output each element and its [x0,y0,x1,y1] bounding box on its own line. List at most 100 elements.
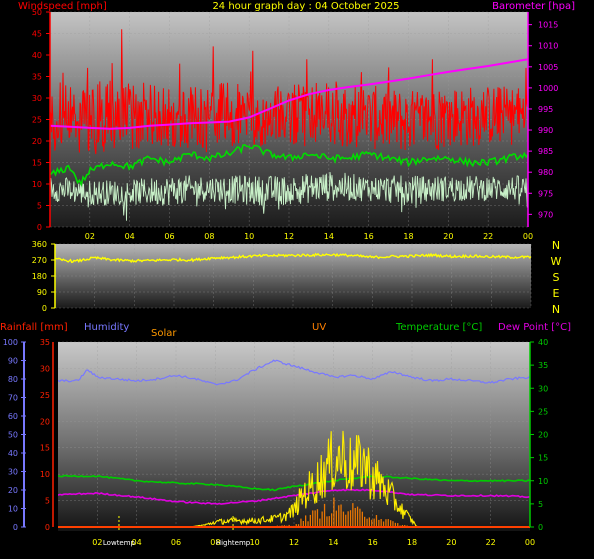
uv-bar [394,522,396,527]
uv-bar [368,517,370,527]
compass-label: E [553,287,560,300]
barometer-tick-label: 970 [538,210,553,219]
chart-title: 24 hour graph day : 04 October 2025 [212,1,399,12]
humidity-tick-label: 30 [8,468,18,477]
uv-bar [316,509,319,527]
barometer-tick-label: 1015 [538,21,558,30]
temp-marker-label: Lowtemp [103,539,136,547]
windspeed-tick-label: 40 [32,51,42,60]
uv-bar [305,515,307,527]
uv-bar [312,510,314,527]
humidity-tick-label: 80 [8,375,18,384]
uv-bar [295,524,297,527]
direction-tick-label: 0 [42,304,47,313]
uv-legend-label: UV [312,322,326,333]
direction-tick-label: 90 [37,288,47,297]
barometer-tick-label: 990 [538,126,553,135]
windspeed-tick-label: 5 [37,202,42,211]
temperature-tick-label: 10 [538,477,548,486]
uv-bar [321,511,323,527]
windspeed-avg-line [50,144,528,188]
temperature-tick-label: 5 [538,500,543,509]
humidity-tick-label: 60 [8,412,18,421]
uv-bar [364,516,366,527]
humidity-tick-label: 50 [8,431,18,440]
uv-bar [345,514,347,527]
lower-hour-label: 16 [368,538,378,547]
direction-tick-label: 270 [32,256,47,265]
solar-legend-label: Solar [151,328,177,339]
humidity-tick-label: 20 [8,486,18,495]
temperature-tick-label: 25 [538,407,548,416]
temperature-tick-label: 40 [538,338,548,347]
uv-bar [366,518,368,527]
uv-bar [340,504,342,527]
uv-bar [378,519,380,527]
uv-bar [392,521,394,527]
windspeed-tick-label: 30 [32,94,42,103]
uv-bar [323,503,326,527]
rainfall-tick-label: 10 [40,470,50,479]
wind-hour-label: 00 [523,232,533,241]
wind-gust-line [50,29,528,155]
barometer-tick-label: 995 [538,105,553,114]
uv-bar [371,519,373,527]
windspeed-tick-label: 50 [32,8,42,17]
wind-hour-label: 02 [85,232,95,241]
temperature-tick-label: 30 [538,384,548,393]
barometer-tick-label: 1000 [538,84,558,93]
uv-bar [342,511,345,527]
wind-hour-label: 10 [244,232,254,241]
wind-hour-label: 22 [483,232,493,241]
uv-bar [307,521,309,527]
wind-direction-line [55,252,531,264]
uv-bar [375,515,378,527]
compass-label: N [552,239,560,252]
barometer-axis-label: Barometer [hpa] [492,1,575,12]
barometer-tick-label: 980 [538,168,553,177]
uv-bar [328,516,330,527]
uv-bar [373,518,375,527]
uv-bar [338,505,340,527]
lower-hour-label: 12 [289,538,299,547]
humidity-legend-label: Humidity [84,322,129,333]
uv-bar [361,511,363,527]
uv-bar [359,508,361,527]
humidity-tick-label: 0 [13,523,18,532]
humidity-line [58,359,530,386]
temperature-tick-label: 35 [538,361,548,370]
windspeed-tick-label: 15 [32,159,42,168]
uv-bar [356,506,359,527]
barometer-tick-label: 1005 [538,63,558,72]
rainfall-tick-label: 0 [45,523,50,532]
temperature-tick-label: 20 [538,431,548,440]
rainfall-legend-label: Rainfall [mm] [0,322,68,333]
temperature-legend-label: Temperature [°C] [395,322,482,333]
wind-hour-label: 18 [403,232,413,241]
uv-bar [385,519,387,527]
humidity-tick-label: 100 [3,338,18,347]
barometer-line [50,58,528,130]
wind-hour-label: 06 [164,232,174,241]
uv-bar [397,523,399,527]
temp-marker-label: Hightemp [216,539,251,547]
uv-bar [380,519,382,527]
direction-tick-label: 360 [32,240,47,249]
dew-point-line [58,488,530,505]
windspeed-tick-label: 45 [32,30,42,39]
windspeed-tick-label: 20 [32,137,42,146]
wind-lull-line [50,171,528,221]
uv-bar [335,510,337,527]
wind-hour-label: 08 [204,232,214,241]
uv-bar [302,521,304,527]
lower-hour-label: 22 [486,538,496,547]
humidity-tick-label: 10 [8,505,18,514]
rainfall-tick-label: 30 [40,364,50,373]
rainfall-tick-label: 25 [40,391,50,400]
uv-bar [333,497,335,527]
barometer-tick-label: 1010 [538,42,558,51]
humidity-tick-label: 40 [8,449,18,458]
uv-bar [382,521,385,527]
